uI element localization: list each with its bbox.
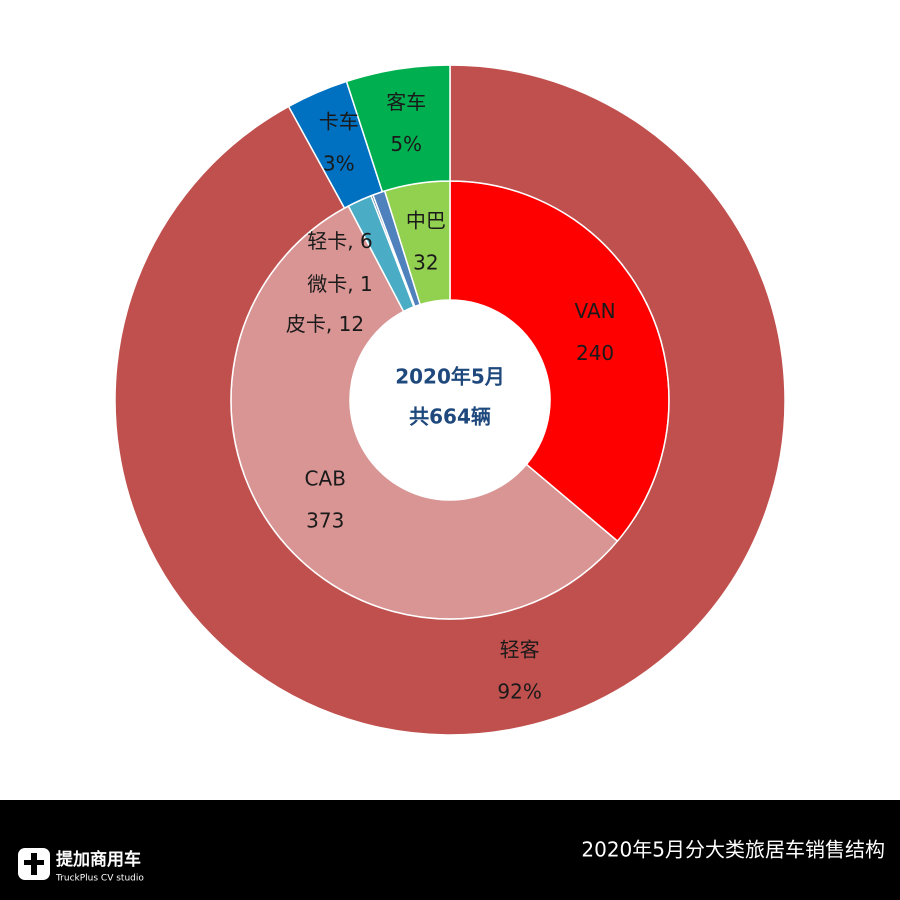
slice-label: 轻卡, 6 <box>307 229 372 253</box>
value-label: 5% <box>390 132 422 156</box>
category-label: 微卡 <box>307 272 347 296</box>
value-label: 240 <box>576 341 614 365</box>
category-label: VAN <box>575 299 616 323</box>
category-label: 卡车 <box>319 110 359 134</box>
value-label: 3% <box>323 152 355 176</box>
center-text: 共664辆 <box>409 405 491 429</box>
chart-title: 2020年5月分大类旅居车销售结构 <box>581 838 885 862</box>
value-label: , 1 <box>347 272 372 296</box>
footer-band <box>0 800 900 900</box>
value-label: 92% <box>497 680 541 704</box>
value-label: , 12 <box>326 312 364 336</box>
brand-name: 提加商用车 <box>56 849 141 870</box>
slice-label: 微卡, 1 <box>307 272 372 296</box>
slice-label: 皮卡, 12 <box>286 312 364 336</box>
value-label: 32 <box>413 250 438 274</box>
rings <box>114 64 786 736</box>
slice <box>345 64 451 193</box>
brand-tagline: TruckPlus CV studio <box>55 874 144 884</box>
value-label: , 6 <box>347 229 372 253</box>
logo <box>18 848 50 880</box>
category-label: 轻卡 <box>307 229 347 253</box>
category-label: 轻客 <box>500 638 540 662</box>
center-hole <box>350 300 550 500</box>
category-label: CAB <box>305 467 346 491</box>
category-label: 皮卡 <box>286 312 326 336</box>
center-text: 2020年5月 <box>395 365 505 389</box>
slice <box>114 64 786 736</box>
category-label: 中巴 <box>406 208 446 232</box>
value-label: 373 <box>306 509 344 533</box>
category-label: 客车 <box>386 90 426 114</box>
